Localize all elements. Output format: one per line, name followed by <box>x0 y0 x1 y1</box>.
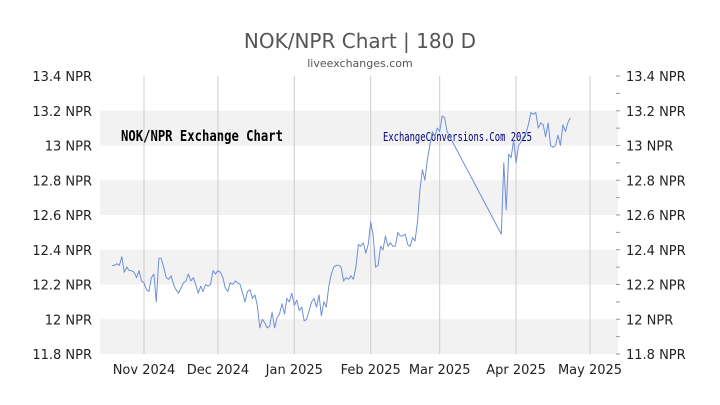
y-tick-label-left: 12.4 NPR <box>32 244 92 259</box>
y-tick-label-right: 12.6 NPR <box>626 209 686 224</box>
y-tick-label-left: 11.8 NPR <box>32 348 92 363</box>
y-axis-right: 13.4 NPR 13.2 NPR 13 NPR 12.8 NPR 12.6 NPR 12… <box>616 70 686 363</box>
chart-title: NOK/NPR Chart | 180 D <box>244 29 476 53</box>
series-line <box>112 112 571 329</box>
grid-band <box>100 76 618 111</box>
x-tick-label: May 2025 <box>558 363 622 378</box>
y-tick-label-right: 12.4 NPR <box>626 244 686 259</box>
y-tick-label-left: 13.2 NPR <box>32 105 92 120</box>
grid-bands <box>100 76 618 354</box>
x-tick-label: Feb 2025 <box>341 363 401 378</box>
x-tick-label: Apr 2025 <box>486 363 546 378</box>
y-tick-label-left: 13.4 NPR <box>32 70 92 85</box>
grid-band <box>100 215 618 250</box>
grid-band <box>100 249 618 285</box>
y-tick-label-left: 12.2 NPR <box>32 279 92 294</box>
vertical-gridlines <box>143 76 591 354</box>
chart-annotation-source: ExchangeConversions.Com 2025 <box>383 130 532 144</box>
x-axis: Nov 2024 Dec 2024 Jan 2025 Feb 2025 Mar 2025… <box>113 363 622 378</box>
x-tick-label: Nov 2024 <box>113 363 176 378</box>
x-tick-label: Dec 2024 <box>187 363 249 378</box>
y-tick-label-right: 12 NPR <box>626 313 673 328</box>
grid-band <box>100 180 618 215</box>
grid-band <box>100 145 618 181</box>
y-tick-label-right: 12.8 NPR <box>626 174 686 189</box>
y-axis-left: 13.4 NPR 13.2 NPR 13 NPR 12.8 NPR 12.6 NPR 12… <box>32 70 92 363</box>
x-tick-label: Mar 2025 <box>409 363 471 378</box>
y-tick-label-left: 12 NPR <box>45 313 92 328</box>
grid-band <box>100 284 618 320</box>
chart-annotation-title: NOK/NPR Exchange Chart <box>121 127 283 145</box>
y-tick-label-right: 13.4 NPR <box>626 70 686 85</box>
y-tick-label-right: 11.8 NPR <box>626 348 686 363</box>
chart-subtitle: liveexchanges.com <box>307 57 412 70</box>
y-tick-label-right: 13 NPR <box>626 140 673 155</box>
y-tick-label-left: 13 NPR <box>45 140 92 155</box>
y-tick-label-right: 13.2 NPR <box>626 105 686 120</box>
grid-band <box>100 110 618 146</box>
x-tick-label: Jan 2025 <box>265 363 323 378</box>
y-tick-label-right: 12.2 NPR <box>626 279 686 294</box>
y-tick-label-left: 12.8 NPR <box>32 174 92 189</box>
y-tick-label-left: 12.6 NPR <box>32 209 92 224</box>
grid-band <box>100 319 618 354</box>
